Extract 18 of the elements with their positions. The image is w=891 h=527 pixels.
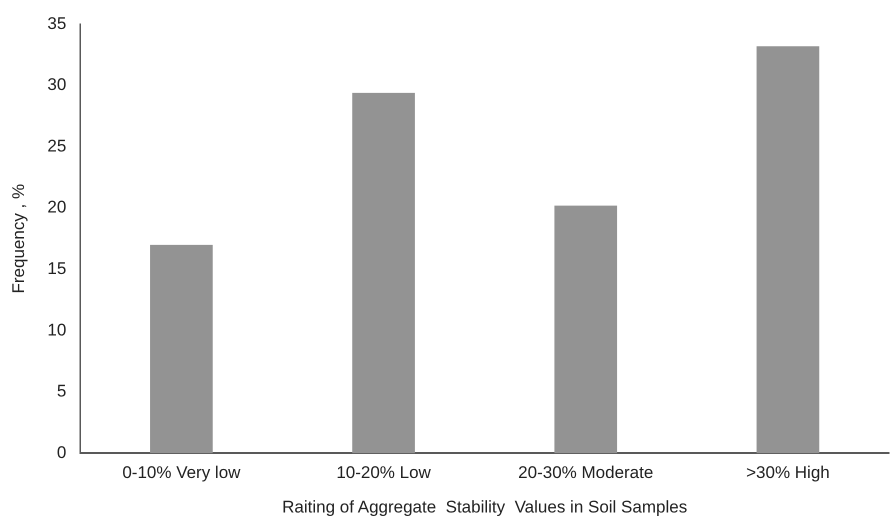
y-tick-label: 25 [47, 136, 66, 156]
y-tick-label: 20 [47, 198, 66, 217]
bar [554, 206, 618, 454]
y-tick-label: 30 [47, 75, 66, 94]
x-tick-label: >30% High [746, 463, 830, 482]
y-tick-label: 0 [56, 442, 66, 462]
x-tick-label: 10-20% Low [336, 463, 432, 482]
y-tick-label: 10 [47, 320, 66, 340]
x-axis-title: Raiting of Aggregate Stability Values in Soil Samples [282, 497, 688, 516]
x-tick-label: 20-30% Moderate [518, 463, 654, 482]
y-tick-label: 5 [56, 382, 66, 401]
y-tick-label: 15 [47, 259, 66, 278]
y-tick-label: 35 [47, 14, 66, 33]
bar [756, 46, 820, 454]
y-axis-title: Frequency , % [8, 184, 28, 294]
bar [352, 92, 415, 454]
x-tick-label: 0-10% Very low [122, 463, 242, 482]
bar [150, 244, 213, 454]
